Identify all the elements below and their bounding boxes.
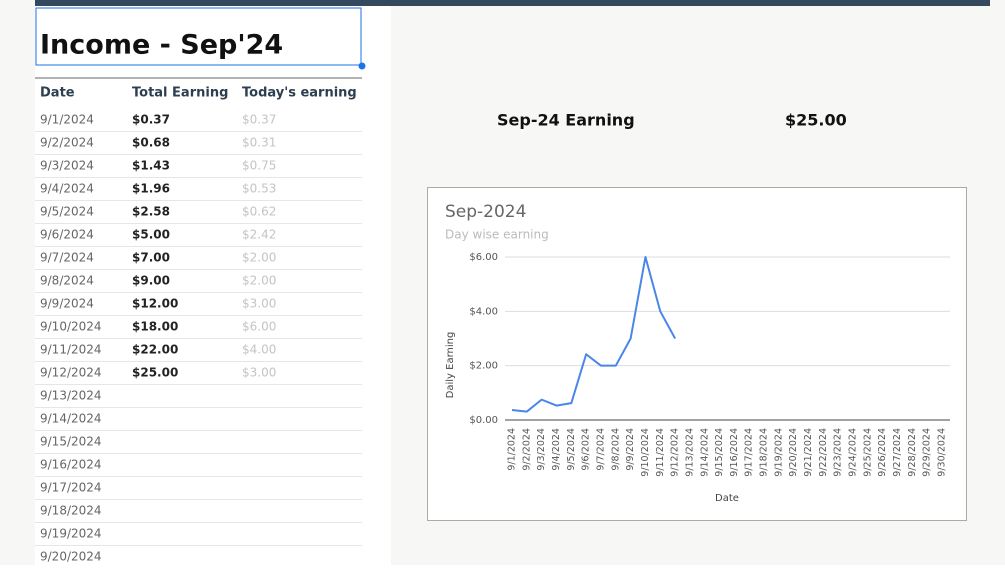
sheet-area: [35, 6, 391, 565]
selection-handle: [358, 62, 366, 70]
table-cell[interactable]: $0.68: [132, 136, 170, 150]
table-cell[interactable]: $1.96: [132, 182, 170, 196]
x-tick-label: 9/26/2024: [877, 428, 888, 477]
x-tick-label: 9/15/2024: [714, 428, 725, 477]
table-cell[interactable]: 9/12/2024: [40, 366, 102, 380]
x-tick-label: 9/22/2024: [818, 428, 829, 477]
table-cell[interactable]: $0.75: [242, 159, 276, 173]
x-tick-label: 9/10/2024: [640, 428, 651, 477]
y-tick-label: $6.00: [469, 252, 498, 263]
table-cell[interactable]: $6.00: [242, 320, 276, 334]
x-tick-label: 9/8/2024: [610, 428, 621, 471]
table-cell[interactable]: $2.00: [242, 251, 276, 265]
x-tick-label: 9/30/2024: [937, 428, 948, 477]
table-cell[interactable]: $9.00: [132, 274, 170, 288]
x-tick-label: 9/28/2024: [907, 428, 918, 477]
table-cell[interactable]: $1.43: [132, 159, 170, 173]
x-tick-label: 9/29/2024: [922, 428, 933, 477]
table-cell[interactable]: 9/1/2024: [40, 113, 94, 127]
table-cell[interactable]: $0.37: [242, 113, 276, 127]
table-cell[interactable]: $2.58: [132, 205, 170, 219]
sheet-title[interactable]: Income - Sep'24: [40, 30, 283, 61]
x-tick-label: 9/12/2024: [670, 428, 681, 477]
x-tick-label: 9/19/2024: [773, 428, 784, 477]
table-cell[interactable]: 9/3/2024: [40, 159, 94, 173]
x-tick-label: 9/13/2024: [684, 428, 695, 477]
y-axis-title: Daily Earning: [445, 332, 456, 399]
table-cell[interactable]: 9/6/2024: [40, 228, 94, 242]
selection-box: [35, 7, 362, 66]
table-cell[interactable]: $3.00: [242, 366, 276, 380]
table-cell[interactable]: $4.00: [242, 343, 276, 357]
table-cell[interactable]: 9/16/2024: [40, 458, 102, 472]
x-tick-label: 9/18/2024: [759, 428, 770, 477]
table-cell[interactable]: $3.00: [242, 297, 276, 311]
column-header[interactable]: Total Earning: [132, 86, 228, 101]
table-cell[interactable]: 9/2/2024: [40, 136, 94, 150]
x-tick-label: 9/6/2024: [581, 428, 592, 471]
table-cell[interactable]: $0.37: [132, 113, 170, 127]
table-cell[interactable]: 9/13/2024: [40, 389, 102, 403]
x-tick-label: 9/4/2024: [551, 428, 562, 471]
table-cell[interactable]: $0.31: [242, 136, 276, 150]
summary-value[interactable]: $25.00: [785, 111, 847, 130]
x-tick-label: 9/24/2024: [848, 428, 859, 477]
column-header[interactable]: Today's earning: [242, 86, 357, 101]
x-tick-label: 9/21/2024: [803, 428, 814, 477]
top-bar: [35, 0, 990, 6]
column-header[interactable]: Date: [40, 86, 75, 101]
x-axis-title: Date: [715, 493, 739, 504]
chart-subtitle: Day wise earning: [445, 228, 549, 242]
x-tick-label: 9/1/2024: [507, 428, 518, 471]
table-cell[interactable]: 9/10/2024: [40, 320, 102, 334]
table-cell[interactable]: $0.53: [242, 182, 276, 196]
chart-title: Sep-2024: [445, 202, 526, 222]
table-cell[interactable]: 9/15/2024: [40, 435, 102, 449]
x-tick-label: 9/5/2024: [566, 428, 577, 471]
table-cell[interactable]: 9/4/2024: [40, 182, 94, 196]
x-tick-label: 9/20/2024: [788, 428, 799, 477]
table-cell[interactable]: $18.00: [132, 320, 178, 334]
chart-frame: [427, 187, 967, 521]
summary-label[interactable]: Sep-24 Earning: [497, 111, 635, 130]
data-line: [511, 256, 676, 413]
table-cell[interactable]: 9/17/2024: [40, 481, 102, 495]
x-tick-label: 9/3/2024: [536, 428, 547, 471]
x-tick-label: 9/27/2024: [892, 428, 903, 477]
x-tick-label: 9/2/2024: [521, 428, 532, 471]
table-cell[interactable]: 9/9/2024: [40, 297, 94, 311]
table-cell[interactable]: 9/8/2024: [40, 274, 94, 288]
y-tick-label: $0.00: [469, 415, 498, 426]
table-cell[interactable]: $0.62: [242, 205, 276, 219]
x-tick-label: 9/14/2024: [699, 428, 710, 477]
table-cell[interactable]: $12.00: [132, 297, 178, 311]
y-tick-label: $4.00: [469, 306, 498, 317]
table-cell[interactable]: 9/19/2024: [40, 527, 102, 541]
table-cell[interactable]: $5.00: [132, 228, 170, 242]
x-tick-label: 9/7/2024: [595, 428, 606, 471]
x-tick-label: 9/23/2024: [833, 428, 844, 477]
x-tick-label: 9/16/2024: [729, 428, 740, 477]
y-tick-label: $2.00: [469, 361, 498, 372]
table-cell[interactable]: $2.42: [242, 228, 276, 242]
table-cell[interactable]: $7.00: [132, 251, 170, 265]
x-tick-label: 9/25/2024: [862, 428, 873, 477]
x-tick-label: 9/17/2024: [744, 428, 755, 477]
table-cell[interactable]: 9/5/2024: [40, 205, 94, 219]
table-cell[interactable]: 9/7/2024: [40, 251, 94, 265]
table-cell[interactable]: 9/20/2024: [40, 550, 102, 564]
x-tick-label: 9/9/2024: [625, 428, 636, 471]
table-cell[interactable]: 9/14/2024: [40, 412, 102, 426]
x-tick-label: 9/11/2024: [655, 428, 666, 477]
table-cell[interactable]: 9/11/2024: [40, 343, 102, 357]
table-cell[interactable]: 9/18/2024: [40, 504, 102, 518]
table-cell[interactable]: $2.00: [242, 274, 276, 288]
table-cell[interactable]: $25.00: [132, 366, 178, 380]
table-cell[interactable]: $22.00: [132, 343, 178, 357]
